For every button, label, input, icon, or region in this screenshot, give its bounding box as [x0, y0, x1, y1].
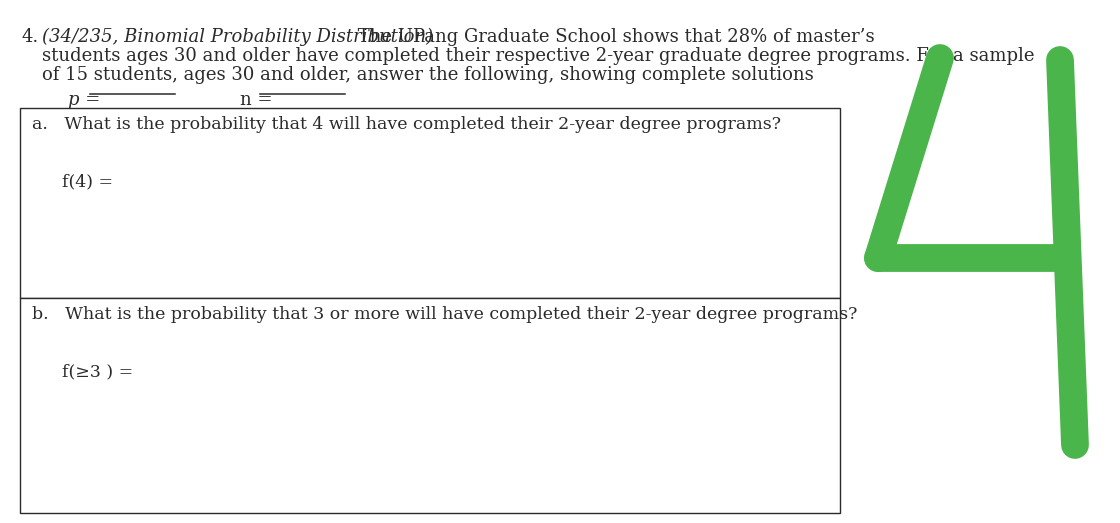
Bar [20, 298, 840, 513]
Bar [20, 108, 840, 298]
Text: f(≥3 ) =: f(≥3 ) = [62, 363, 133, 380]
Text: f(4) =: f(4) = [62, 173, 113, 190]
Text: (34/235, Binomial Probability Distribution): (34/235, Binomial Probability Distributi… [43, 28, 433, 46]
Text: a.   What is the probability that 4 will have completed their 2-year degree prog: a. What is the probability that 4 will h… [32, 116, 781, 133]
Text: n =: n = [240, 91, 272, 109]
Text: of 15 students, ages 30 and older, answer the following, showing complete soluti: of 15 students, ages 30 and older, answe… [43, 66, 814, 84]
Text: students ages 30 and older have completed their respective 2-year graduate degre: students ages 30 and older have complete… [43, 47, 1035, 65]
Text: p =: p = [68, 91, 101, 109]
Text: 4.: 4. [22, 28, 39, 46]
Text: The UPang Graduate School shows that 28% of master’s: The UPang Graduate School shows that 28%… [352, 28, 875, 46]
Text: b.   What is the probability that 3 or more will have completed their 2-year deg: b. What is the probability that 3 or mor… [32, 306, 858, 323]
